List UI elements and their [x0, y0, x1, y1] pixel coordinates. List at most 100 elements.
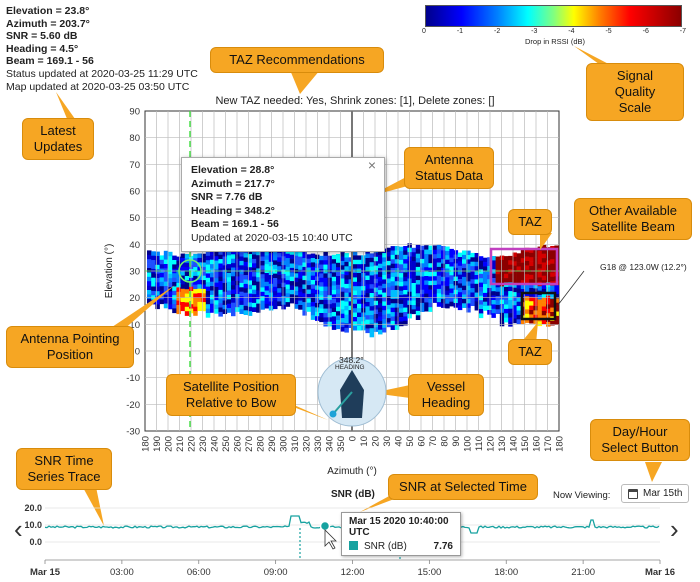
colorbar-label: Drop in RSSI (dB) — [525, 37, 586, 46]
y-tick-label: 70 — [129, 160, 140, 171]
y-tick-label: 10 — [129, 320, 140, 331]
callout-snr-selected: SNR at Selected Time — [388, 474, 538, 500]
y-tick-label: 90 — [129, 107, 140, 118]
x-tick-label: 150 — [520, 436, 531, 452]
x-tick-label: 10 — [359, 436, 370, 447]
x-tick-label: 300 — [279, 436, 290, 452]
status-azimuth: Azimuth = 203.7° — [6, 17, 90, 30]
x-tick-label: 140 — [509, 436, 520, 452]
snr-tooltip: Mar 15 2020 10:40:00 UTC SNR (dB) 7.76 — [341, 512, 461, 556]
x-axis-label: Azimuth (°) — [327, 466, 377, 477]
day-select-button[interactable]: Mar 15th — [621, 484, 690, 503]
x-tick-label: 100 — [463, 436, 474, 452]
x-tick-label: 290 — [267, 436, 278, 452]
popup-heading: Heading = 348.2° — [191, 204, 275, 217]
x-tick-label: 230 — [198, 436, 209, 452]
antenna-status-popup: × Elevation = 28.8° Azimuth = 217.7° SNR… — [181, 157, 385, 252]
x-tick-label: 220 — [187, 436, 198, 452]
y-tick-label: 60 — [129, 187, 140, 198]
compass-heading-label: HEADING — [335, 364, 365, 371]
x-tick-label: 320 — [302, 436, 313, 452]
x-tick-label: 330 — [313, 436, 324, 452]
x-tick-label: 190 — [152, 436, 163, 452]
x-tick-label: 200 — [164, 436, 175, 452]
next-day-button[interactable]: › — [670, 514, 679, 544]
x-tick-label: 250 — [221, 436, 232, 452]
x-tick-label: 280 — [256, 436, 267, 452]
y-tick-label: -10 — [126, 373, 140, 384]
prev-day-button[interactable]: ‹ — [14, 514, 23, 544]
callout-antenna-status: Antenna Status Data — [404, 147, 494, 189]
x-tick-label: 350 — [336, 436, 347, 452]
x-tick-label: 50 — [405, 436, 416, 447]
callout-taz-top: TAZ — [508, 209, 552, 235]
x-tick-label: 340 — [325, 436, 336, 452]
popup-snr: SNR = 7.76 dB — [191, 191, 263, 203]
x-tick-label: 180 — [555, 436, 566, 452]
x-tick-label: 180 — [141, 436, 152, 452]
taz-zone-bottom — [520, 291, 557, 321]
popup-beam: Beam = 169.1 - 56 — [191, 218, 279, 230]
callout-snr-trace: SNR Time Series Trace — [16, 448, 112, 490]
callout-taz-recommendations: TAZ Recommendations — [210, 47, 384, 73]
map-updated: Map updated at 2020-03-25 03:50 UTC — [6, 80, 190, 93]
x-axis-ticks: 180 190 200 210 220 230 240 250 260 270 280 290 300 3… — [141, 436, 566, 452]
status-heading: Heading = 4.5° — [6, 42, 79, 55]
colorbar-ticks: 0 -1 -2 -3 -4 -5 -6 -7 — [422, 28, 686, 35]
x-tick-label: 260 — [233, 436, 244, 452]
x-tick-label: 30 — [382, 436, 393, 447]
callout-satellite-position: Satellite Position Relative to Bow — [166, 374, 296, 416]
calendar-icon — [628, 488, 638, 499]
y-tick-label: 30 — [129, 267, 140, 278]
x-tick-label: 120 — [486, 436, 497, 452]
y-tick-label: 40 — [129, 240, 140, 251]
status-updated: Status updated at 2020-03-25 11:29 UTC — [6, 67, 198, 80]
x-tick-label: 90 — [451, 436, 462, 447]
callout-taz-bottom: TAZ — [508, 339, 552, 365]
y-tick-label: 20 — [129, 293, 140, 304]
y-tick-label: 80 — [129, 133, 140, 144]
callout-vessel-heading: Vessel Heading — [408, 374, 484, 416]
x-tick-label: 310 — [290, 436, 301, 452]
tooltip-time: Mar 15 2020 10:40:00 UTC — [349, 516, 449, 538]
popup-close-button[interactable]: × — [367, 157, 376, 173]
callout-antenna-pointing: Antenna Pointing Position — [6, 326, 134, 368]
y-axis-ticks: 90 80 70 60 50 40 30 20 10 0 -10 -20 -30 — [126, 107, 140, 438]
x-tick-label: 240 — [210, 436, 221, 452]
x-tick-label: 270 — [244, 436, 255, 452]
status-snr: SNR = 5.60 dB — [6, 30, 78, 43]
day-select-label: Mar 15th — [643, 488, 683, 499]
x-tick-label: 20 — [371, 436, 382, 447]
tooltip-series: SNR (dB) — [364, 541, 407, 552]
series-swatch — [349, 541, 358, 550]
plot-title: New TAZ needed: Yes, Shrink zones: [1], … — [215, 95, 494, 107]
y-tick-label: 50 — [129, 213, 140, 224]
x-tick-label: 130 — [497, 436, 508, 452]
callout-other-beam: Other Available Satellite Beam — [574, 198, 692, 240]
vessel-heading-compass — [317, 357, 387, 427]
status-elevation: Elevation = 23.8° — [6, 5, 90, 17]
x-tick-label: 0 — [348, 436, 359, 441]
y-axis-label: Elevation (°) — [104, 244, 115, 299]
now-viewing-label: Now Viewing: — [553, 490, 611, 501]
x-tick-label: 40 — [394, 436, 405, 447]
compass-heading-value: 348.2° — [339, 355, 364, 365]
popup-updated: Updated at 2020-03-15 10:40 UTC — [191, 231, 353, 244]
y-tick-label: -30 — [126, 427, 140, 438]
beam-label-leader — [557, 270, 585, 306]
y-tick-label: -20 — [126, 400, 140, 411]
x-tick-label: 70 — [428, 436, 439, 447]
timeseries-title: SNR (dB) — [331, 489, 375, 500]
tooltip-value: 7.76 — [433, 541, 453, 552]
popup-azimuth: Azimuth = 217.7° — [191, 177, 275, 190]
x-tick-label: 60 — [417, 436, 428, 447]
callout-signal-quality: Signal Quality Scale — [586, 63, 684, 121]
callout-latest-updates: Latest Updates — [22, 118, 94, 160]
x-tick-label: 210 — [175, 436, 186, 452]
popup-elevation: Elevation = 28.8° — [191, 164, 275, 176]
taz-zone-top — [489, 247, 559, 286]
x-tick-label: 160 — [532, 436, 543, 452]
x-tick-label: 110 — [474, 436, 485, 451]
status-beam: Beam = 169.1 - 56 — [6, 55, 94, 68]
y-tick-label: 0 — [135, 347, 140, 358]
